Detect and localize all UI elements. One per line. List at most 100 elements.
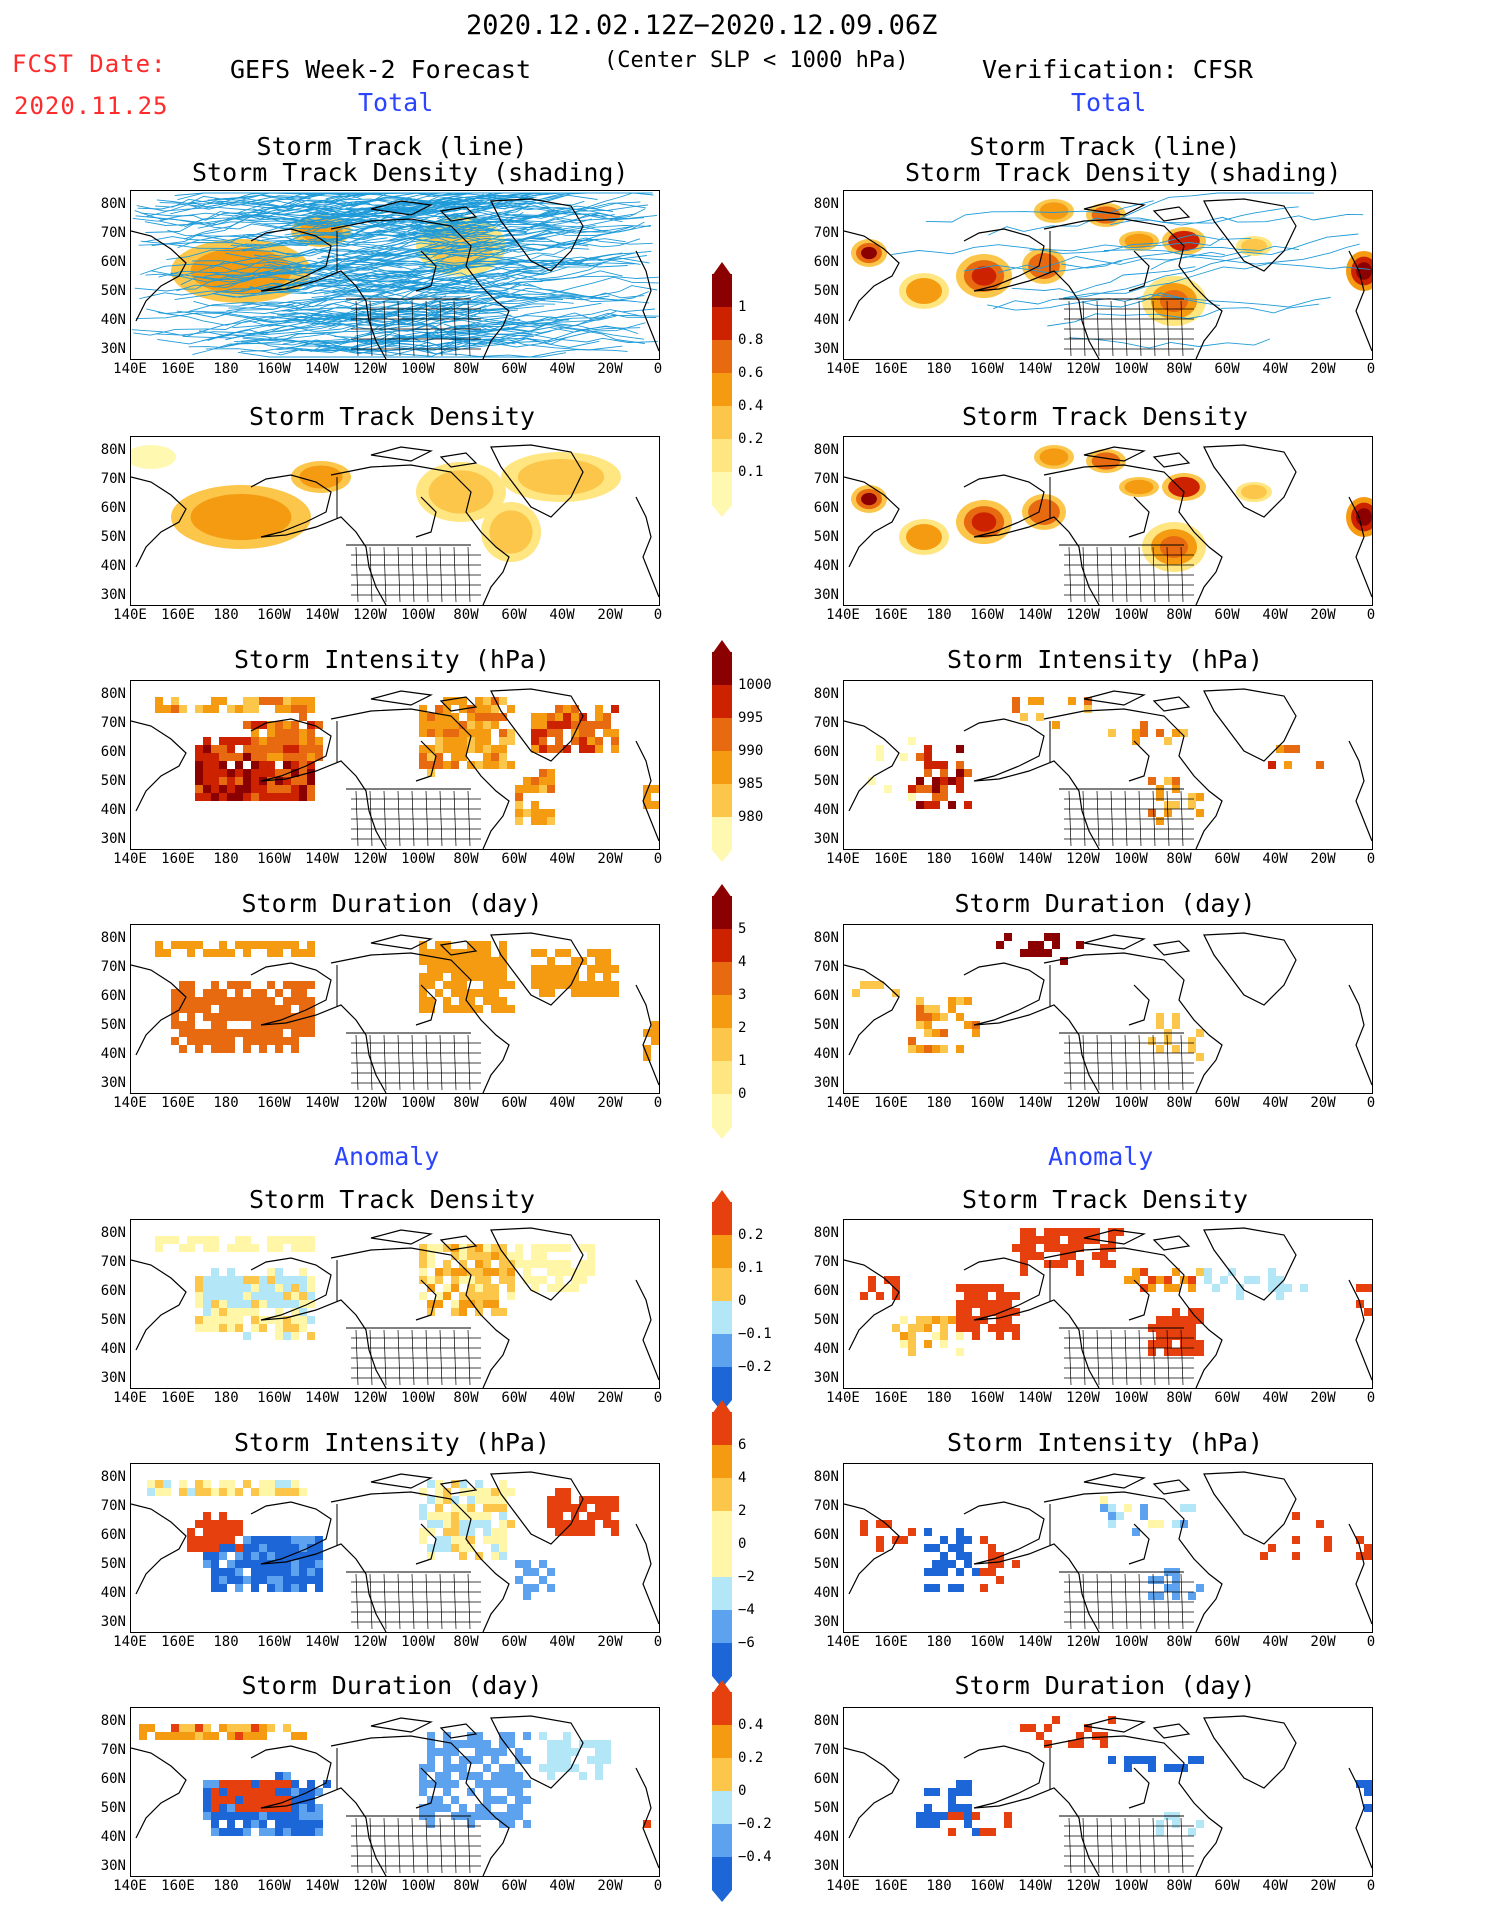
state-borders xyxy=(1064,1329,1194,1386)
lon-label: 0 xyxy=(1366,1390,1376,1406)
lon-label: 0 xyxy=(1366,1878,1376,1894)
lon-label: 140W xyxy=(1018,1634,1052,1650)
lon-label: 160W xyxy=(257,1878,291,1894)
lon-label: 160W xyxy=(970,1878,1004,1894)
lon-label: 160E xyxy=(161,1878,195,1894)
lon-label: 60W xyxy=(501,1095,527,1111)
lon-label: 140W xyxy=(305,1634,339,1650)
map-panel-l6 xyxy=(130,1463,660,1633)
lon-label: 100W xyxy=(1114,851,1148,867)
lat-label: 60N xyxy=(813,500,839,516)
colorbar-label: 5 xyxy=(738,921,747,937)
lat-label: 80N xyxy=(100,196,126,212)
state-borders xyxy=(351,1329,481,1386)
colorbar-label: 980 xyxy=(738,809,764,825)
lat-label: 70N xyxy=(813,959,839,975)
map-panel-r4 xyxy=(843,924,1373,1094)
lon-label: 180 xyxy=(926,1878,952,1894)
lat-label: 80N xyxy=(813,442,839,458)
lon-label: 60W xyxy=(501,1878,527,1894)
lon-label: 160W xyxy=(970,851,1004,867)
lon-label: 160E xyxy=(874,851,908,867)
right-total-label: Total xyxy=(1071,88,1147,117)
lon-label: 180 xyxy=(926,607,952,623)
lon-label: 40W xyxy=(549,361,575,377)
lon-label: 20W xyxy=(597,1634,623,1650)
lon-label: 40W xyxy=(1262,361,1288,377)
lon-label: 0 xyxy=(653,1634,663,1650)
lat-label: 60N xyxy=(813,1771,839,1787)
map-panel-r3 xyxy=(843,680,1373,850)
lon-label: 160W xyxy=(257,851,291,867)
lat-label: 40N xyxy=(813,1829,839,1845)
colorbar-graphic xyxy=(712,640,732,862)
state-borders xyxy=(351,1034,481,1091)
lon-label: 180 xyxy=(213,851,239,867)
map-panel-l5 xyxy=(130,1219,660,1389)
lat-label: 60N xyxy=(813,988,839,1004)
lon-label: 80W xyxy=(1166,361,1192,377)
lon-label: 60W xyxy=(501,361,527,377)
map-graphic xyxy=(131,1471,659,1632)
colorbar-label: 4 xyxy=(738,1470,747,1486)
lon-label: 140W xyxy=(1018,851,1052,867)
colorbar-label: −0.2 xyxy=(738,1816,772,1832)
colorbar-label: 0.2 xyxy=(738,431,764,447)
title-l4: Storm Duration (day) xyxy=(241,889,543,918)
colorbar-duration-total: 5 4 3 2 1 0 xyxy=(712,884,746,1143)
lon-label: 0 xyxy=(1366,1634,1376,1650)
map-graphic xyxy=(131,1715,659,1876)
lon-label: 20W xyxy=(1310,361,1336,377)
lon-label: 40W xyxy=(1262,851,1288,867)
lon-label: 20W xyxy=(597,851,623,867)
lon-label: 60W xyxy=(501,851,527,867)
lon-label: 140W xyxy=(1018,1878,1052,1894)
coastline xyxy=(844,198,1372,359)
lat-label: 80N xyxy=(813,1225,839,1241)
lon-label: 120W xyxy=(1066,851,1100,867)
title-r5: Storm Track Density xyxy=(962,1185,1248,1214)
colorbar-label: 0 xyxy=(738,1783,747,1799)
lat-label: 70N xyxy=(100,471,126,487)
lon-label: 140W xyxy=(1018,1095,1052,1111)
lon-label: 160E xyxy=(161,1095,195,1111)
map-panel-l1 xyxy=(130,190,660,360)
shaded-field xyxy=(147,1480,619,1600)
lat-label: 80N xyxy=(813,196,839,212)
colorbar-label: 0.1 xyxy=(738,464,764,480)
coastline xyxy=(131,1471,659,1632)
colorbar-graphic xyxy=(712,1400,732,1688)
map-graphic xyxy=(844,1715,1372,1876)
lat-label: 50N xyxy=(813,1800,839,1816)
right-column-title: Verification: CFSR xyxy=(982,55,1253,84)
lat-label: 40N xyxy=(100,1585,126,1601)
lon-label: 140E xyxy=(826,1390,860,1406)
lon-label: 140W xyxy=(305,1390,339,1406)
title-r1b: Storm Track Density (shading) xyxy=(905,158,1342,187)
lon-label: 140E xyxy=(826,361,860,377)
lon-label: 160W xyxy=(257,607,291,623)
lon-label: 60W xyxy=(1214,361,1240,377)
colorbar-intensity-anomaly: 6 4 2 0 −2 −4 −6 xyxy=(712,1400,755,1692)
state-borders xyxy=(351,790,481,847)
lon-label: 120W xyxy=(1066,1878,1100,1894)
lon-label: 140W xyxy=(1018,1390,1052,1406)
lon-label: 100W xyxy=(1114,1878,1148,1894)
lon-label: 20W xyxy=(1310,1634,1336,1650)
lat-label: 80N xyxy=(100,1225,126,1241)
shaded-field xyxy=(868,697,1324,825)
lon-label: 160W xyxy=(970,361,1004,377)
lon-label: 180 xyxy=(926,1390,952,1406)
lon-label: 40W xyxy=(1262,1095,1288,1111)
lon-label: 140E xyxy=(113,851,147,867)
title-l1a: Storm Track (line) xyxy=(256,132,528,161)
lat-label: 70N xyxy=(100,715,126,731)
map-panel-l4 xyxy=(130,924,660,1094)
lon-label: 140E xyxy=(826,1878,860,1894)
lon-label: 160W xyxy=(970,1390,1004,1406)
lat-label: 60N xyxy=(813,744,839,760)
lat-label: 30N xyxy=(813,1858,839,1874)
colorbar-graphic xyxy=(712,1190,732,1412)
lat-label: 40N xyxy=(100,1829,126,1845)
lat-label: 30N xyxy=(813,341,839,357)
